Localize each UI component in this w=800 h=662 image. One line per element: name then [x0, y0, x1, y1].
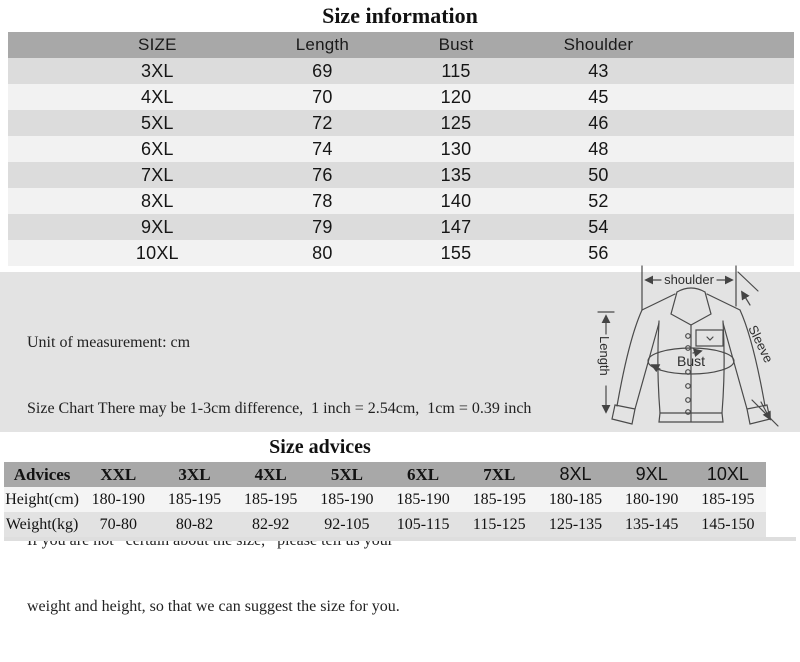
cell-length: 70 — [312, 87, 333, 107]
weight-value: 70-80 — [99, 516, 137, 533]
cell-length: 80 — [312, 243, 333, 263]
note-line: weight and height, so that we can sugges… — [27, 598, 400, 615]
height-value: 185-195 — [701, 491, 755, 508]
cell-size: 9XL — [141, 217, 174, 237]
cell-size: 10XL — [135, 243, 179, 263]
length-measure-arrow — [597, 311, 615, 414]
cell-length: 74 — [312, 139, 333, 159]
weight-value: 80-82 — [175, 516, 214, 533]
shirt-pocket — [695, 329, 724, 347]
col-header-size: SIZE — [138, 35, 177, 54]
weight-value: 82-92 — [252, 516, 290, 533]
note-line: Size Chart There may be 1-3cm difference… — [27, 400, 532, 417]
size-table-header-row: SIZE Length Bust Shoulder — [8, 32, 794, 58]
shoulder-measure-arrow — [641, 265, 737, 311]
cell-shoulder: 46 — [588, 113, 609, 133]
row-label: Height(cm) — [5, 491, 79, 508]
height-value: 180-185 — [548, 491, 603, 508]
advices-col-header: 3XL — [178, 465, 211, 484]
cell-length: 78 — [312, 191, 333, 211]
advices-title: Size advices — [0, 432, 640, 462]
table-row: 6XL 74 130 48 — [8, 136, 794, 162]
cell-bust: 125 — [440, 113, 472, 133]
cell-bust: 155 — [440, 243, 472, 263]
col-header-bust: Bust — [438, 35, 474, 54]
shirt-buttons — [685, 333, 691, 415]
sleeve-label: Sleeve — [745, 323, 776, 365]
size-advices-table: Advices XXL 3XL 4XL 5XL 6XL 7XL 8XL 9XL … — [4, 462, 796, 541]
col-header-shoulder: Shoulder — [563, 35, 634, 54]
height-value: 180-190 — [91, 491, 145, 508]
note-line: Unit of measurement: cm — [27, 334, 191, 351]
cell-bust: 135 — [440, 165, 472, 185]
advices-col-header: 5XL — [330, 465, 363, 484]
weight-value: 145-150 — [701, 516, 755, 533]
table-row: 8XL 78 140 52 — [8, 188, 794, 214]
weight-row: Weight(kg) 70-80 80-82 82-92 92-105 105-… — [4, 512, 766, 537]
cell-bust: 120 — [440, 87, 472, 107]
cell-length: 69 — [312, 61, 333, 81]
size-table: SIZE Length Bust Shoulder 3XL 69 115 43 … — [8, 32, 794, 266]
height-row: Height(cm) 180-190 185-195 185-195 185-1… — [4, 487, 766, 512]
cell-shoulder: 48 — [588, 139, 609, 159]
cell-size: 6XL — [141, 139, 174, 159]
advices-col-header: 7XL — [483, 465, 516, 484]
height-value: 185-195 — [244, 491, 298, 508]
table-row: 5XL 72 125 46 — [8, 110, 794, 136]
cell-shoulder: 45 — [588, 87, 609, 107]
cell-size: 3XL — [141, 61, 174, 81]
cell-bust: 147 — [440, 217, 472, 237]
cell-bust: 130 — [440, 139, 472, 159]
cell-shoulder: 43 — [588, 61, 609, 81]
notes-panel: Unit of measurement: cm Size Chart There… — [0, 265, 800, 615]
table-row: 9XL 79 147 54 — [8, 214, 794, 240]
cell-shoulder: 52 — [588, 191, 609, 211]
table-row: 7XL 76 135 50 — [8, 162, 794, 188]
weight-value: 92-105 — [324, 516, 370, 533]
cell-shoulder: 50 — [588, 165, 609, 185]
cell-length: 76 — [312, 165, 333, 185]
weight-value: 115-125 — [472, 516, 526, 533]
cell-shoulder: 56 — [588, 243, 609, 263]
table-row: 4XL 70 120 45 — [8, 84, 794, 110]
advices-col-header: 9XL — [635, 464, 668, 484]
length-label: Length — [597, 336, 612, 376]
table-row: 10XL 80 155 56 — [8, 240, 794, 266]
advices-col-header: 6XL — [407, 465, 440, 484]
height-value: 185-190 — [396, 491, 450, 508]
cell-size: 5XL — [141, 113, 174, 133]
row-label: Weight(kg) — [5, 516, 79, 533]
table-row: 3XL 69 115 43 — [8, 58, 794, 84]
cell-size: 8XL — [141, 191, 174, 211]
weight-value: 105-115 — [396, 516, 450, 533]
shoulder-label: shoulder — [664, 272, 715, 287]
advices-col-header: Advices — [13, 465, 71, 484]
height-value: 185-190 — [320, 491, 374, 508]
cell-size: 7XL — [141, 165, 174, 185]
weight-value: 125-135 — [548, 516, 603, 533]
cell-size: 4XL — [141, 87, 174, 107]
height-value: 185-195 — [167, 491, 222, 508]
bust-measure-ellipse — [647, 347, 735, 375]
advices-col-header: 8XL — [559, 464, 592, 484]
advices-col-header: 4XL — [254, 465, 287, 484]
advices-col-header: 10XL — [706, 464, 749, 484]
col-header-length: Length — [295, 35, 349, 54]
height-value: 185-195 — [472, 491, 526, 508]
cell-bust: 140 — [440, 191, 472, 211]
shirt-measurement-diagram: shoulder Length Bust Sleeve — [590, 260, 797, 433]
page-title: Size information — [322, 3, 478, 28]
cell-bust: 115 — [441, 61, 471, 81]
cell-length: 72 — [312, 113, 333, 133]
cell-length: 79 — [312, 217, 333, 237]
bust-label: Bust — [677, 353, 705, 369]
sleeve-measure-arrow — [737, 271, 779, 427]
advices-col-header: XXL — [100, 465, 137, 484]
weight-value: 135-145 — [625, 516, 679, 533]
height-value: 180-190 — [625, 491, 679, 508]
advices-header-row: Advices XXL 3XL 4XL 5XL 6XL 7XL 8XL 9XL … — [4, 462, 766, 487]
cell-shoulder: 54 — [588, 217, 609, 237]
